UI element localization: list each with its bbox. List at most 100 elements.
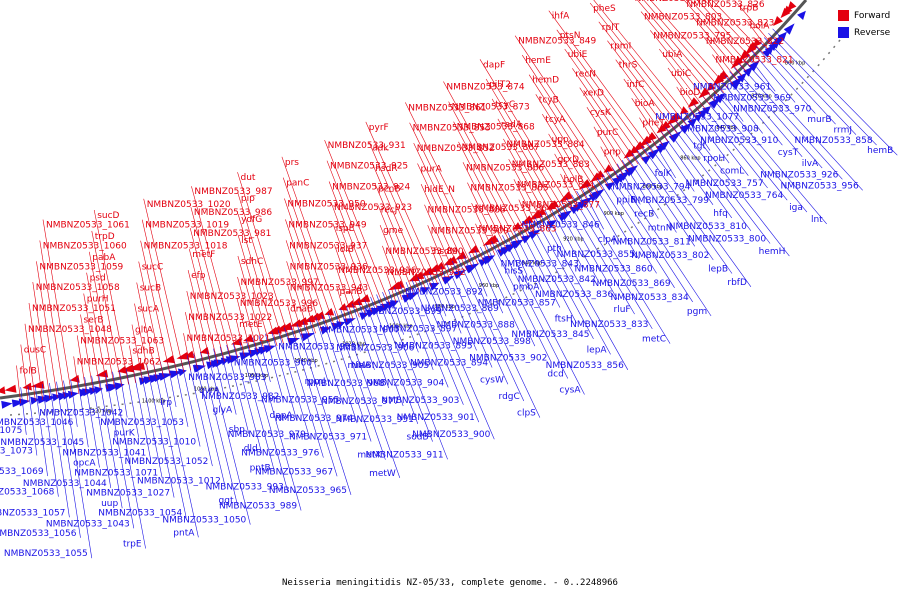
reverse-leader-line bbox=[394, 287, 419, 353]
forward-leader-line bbox=[615, 59, 673, 138]
forward-gene-label: metF bbox=[192, 250, 215, 260]
forward-leader-line bbox=[475, 223, 490, 259]
reverse-leader-line bbox=[125, 368, 139, 438]
reverse-leader-line bbox=[523, 223, 577, 324]
reverse-leader-line bbox=[746, 54, 776, 92]
reverse-gene-label: NMBNZ0533_843 bbox=[501, 260, 579, 270]
reverse-gene-label: cysT bbox=[778, 148, 799, 158]
reverse-gene-label: ilvA bbox=[802, 159, 819, 169]
reverse-leader-line bbox=[226, 344, 250, 434]
forward-gene-label: trpB bbox=[739, 3, 758, 13]
forward-gene-label: NMBNZ0533_823 bbox=[696, 19, 774, 29]
reverse-gene-label: NMBNZ0533_989 bbox=[219, 502, 297, 512]
forward-leader-line bbox=[649, 30, 711, 106]
reverse-gene-label: NMBNZ0533_888 bbox=[437, 321, 515, 331]
reverse-leader-line bbox=[496, 238, 569, 379]
scale-tick-label: 900 kbp bbox=[604, 211, 624, 217]
reverse-gene-arrow bbox=[641, 154, 652, 165]
forward-leader-line bbox=[93, 209, 129, 385]
reverse-gene-label: NMBNZ0533_965 bbox=[269, 486, 347, 496]
forward-gene-label: NMBNZ0533_821 bbox=[715, 56, 793, 66]
legend: Forward Reverse bbox=[838, 7, 900, 41]
reverse-leader-line bbox=[333, 310, 386, 460]
forward-gene-label: NMBNZ0533_1020 bbox=[147, 200, 231, 210]
forward-leader-line bbox=[286, 303, 297, 340]
forward-gene-label: NMBNZ0533_890 bbox=[385, 247, 463, 257]
forward-leader-line bbox=[374, 183, 421, 293]
reverse-leader-line bbox=[586, 184, 622, 245]
reverse-gene-label: NMBNZ0533_993 bbox=[206, 483, 284, 493]
reverse-gene-label: NMBNZ0533_1069 bbox=[0, 467, 44, 477]
forward-gene-label: rplT bbox=[602, 23, 620, 33]
reverse-gene-arrow bbox=[659, 140, 670, 151]
reverse-gene-label: NMBNZ0533_1056 bbox=[0, 529, 77, 539]
scale-tick-label: 1100 kbp bbox=[142, 398, 166, 404]
forward-leader-line bbox=[42, 219, 72, 396]
forward-leader-line bbox=[430, 245, 444, 282]
reverse-leader-line bbox=[91, 375, 112, 488]
reverse-leader-line bbox=[252, 337, 302, 511]
reverse-leader-line bbox=[468, 252, 488, 297]
forward-gene-label: cysK bbox=[590, 108, 612, 118]
forward-leader-line bbox=[485, 78, 567, 215]
forward-gene-label: thrS bbox=[619, 61, 638, 71]
forward-leader-line bbox=[535, 94, 598, 194]
forward-gene-arrow bbox=[162, 355, 175, 364]
scale-tick-label: 1080 kbp bbox=[194, 386, 218, 392]
reverse-leader-line bbox=[480, 246, 520, 330]
reverse-leader-line bbox=[290, 325, 338, 477]
forward-leader-line bbox=[640, 11, 716, 102]
forward-gene-label: dapF bbox=[483, 60, 505, 70]
reverse-gene-arrow bbox=[626, 165, 638, 176]
forward-leader-line bbox=[564, 48, 644, 161]
reverse-gene-label: NMBNZ0533_956 bbox=[781, 181, 859, 191]
forward-leader-line bbox=[80, 314, 94, 392]
reverse-gene-label: cysW bbox=[480, 375, 504, 385]
reverse-gene-label: hfq bbox=[713, 209, 728, 219]
reverse-gene-label: NMBNZ0533_967 bbox=[255, 467, 333, 477]
reverse-leader-line bbox=[98, 374, 123, 509]
forward-gene-arrow bbox=[427, 264, 441, 273]
forward-leader-line bbox=[650, 0, 729, 89]
forward-gene-label: efp bbox=[191, 271, 206, 281]
forward-gene-label: NMBNZ0533_950 bbox=[287, 200, 365, 210]
forward-gene-label: NMBNZ0533_805 bbox=[635, 0, 713, 4]
reverse-gene-label: NMBNZ0533_908 bbox=[681, 124, 759, 134]
reverse-gene-label: pntA bbox=[173, 528, 195, 538]
forward-leader-line bbox=[189, 249, 219, 364]
forward-gene-label: dut bbox=[241, 173, 256, 183]
reverse-gene-label: comL bbox=[720, 167, 744, 177]
reverse-leader-line bbox=[591, 180, 640, 260]
forward-gene-label: NMBNZ0533_931 bbox=[328, 141, 406, 151]
forward-leader-line bbox=[548, 133, 588, 201]
forward-gene-label: ihfA bbox=[552, 12, 570, 22]
forward-gene-label: prs bbox=[285, 158, 299, 168]
forward-leader-line bbox=[32, 282, 51, 399]
reverse-gene-arrow bbox=[520, 234, 532, 244]
reverse-gene-label: lepA bbox=[587, 345, 608, 355]
forward-gene-label: NMBNZ0533_795 bbox=[653, 31, 731, 41]
forward-gene-label: NMBNZ0533_849 bbox=[518, 37, 596, 47]
forward-leader-line bbox=[458, 141, 513, 247]
forward-leader-line bbox=[237, 276, 258, 353]
forward-gene-label: hemE bbox=[525, 56, 551, 66]
forward-gene-label: psd bbox=[90, 274, 106, 284]
forward-gene-label: NMBNZ0533_1021 bbox=[187, 334, 271, 344]
reverse-leader-line bbox=[751, 50, 796, 103]
forward-leader-line bbox=[689, 0, 752, 68]
forward-leader-line bbox=[579, 87, 634, 169]
reverse-gene-arrow bbox=[512, 239, 524, 249]
reverse-leader-line bbox=[346, 306, 361, 352]
reverse-leader-line bbox=[232, 343, 262, 454]
scale-tick-label: 820 kbp bbox=[751, 94, 771, 100]
forward-leader-line bbox=[237, 172, 291, 342]
reverse-leader-line bbox=[119, 370, 128, 418]
forward-gene-label: tcyA bbox=[545, 115, 566, 125]
forward-gene-label: upp bbox=[552, 135, 569, 145]
forward-leader-line bbox=[497, 118, 556, 221]
reverse-gene-label: ppiB bbox=[616, 195, 636, 205]
reverse-gene-label: NMBNZ0533_1077 bbox=[655, 113, 739, 123]
reverse-leader-line bbox=[340, 308, 401, 478]
reverse-gene-label: NMBNZ0533_1052 bbox=[125, 457, 209, 467]
reverse-gene-label: hemH bbox=[759, 247, 786, 257]
